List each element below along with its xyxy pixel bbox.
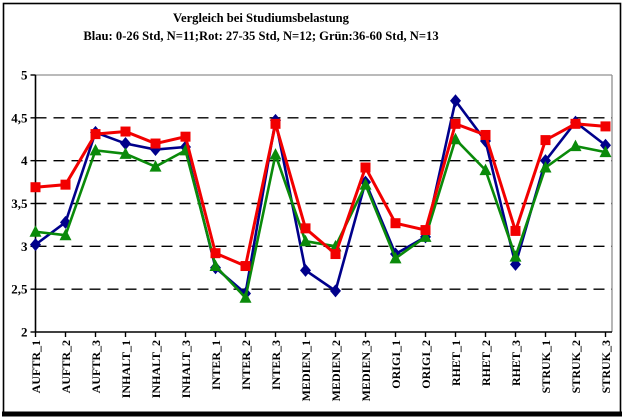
marker-diamond <box>450 94 461 108</box>
marker-triangle <box>479 163 492 176</box>
marker-triangle <box>89 143 102 156</box>
x-tick-label: INHALT_2 <box>149 340 163 398</box>
marker-triangle <box>389 251 402 264</box>
outer-border-bottom-bar <box>2 411 622 417</box>
marker-square <box>570 118 581 129</box>
marker-diamond <box>300 263 311 277</box>
marker-triangle <box>359 178 372 190</box>
marker-diamond <box>600 138 611 152</box>
marker-triangle <box>509 250 522 262</box>
x-tick-label: ORIGI_2 <box>419 340 433 389</box>
marker-square <box>90 129 101 140</box>
marker-diamond <box>120 137 131 151</box>
marker-square <box>30 182 41 193</box>
marker-triangle <box>59 228 72 241</box>
marker-triangle <box>449 132 462 145</box>
marker-triangle <box>599 145 612 158</box>
marker-triangle <box>239 291 252 303</box>
x-tick-label: STRUK_2 <box>569 340 583 393</box>
marker-square <box>210 248 221 259</box>
x-tick-label: RHET_1 <box>449 340 463 386</box>
x-tick-label: AUFTR_1 <box>29 340 43 393</box>
chart-subtitle: Blau: 0-26 Std, N=11;Rot: 27-35 Std, N=1… <box>83 29 438 43</box>
x-tick-label: STRUK_3 <box>599 340 613 393</box>
x-tick-label: AUFTR_3 <box>89 340 103 393</box>
marker-square <box>330 249 341 260</box>
x-tick-label: AUFTR_2 <box>59 340 73 393</box>
marker-square <box>450 118 461 129</box>
x-tick-label: RHET_3 <box>509 340 523 386</box>
marker-square <box>390 218 401 229</box>
x-tick-label: ORIGI_1 <box>389 340 403 389</box>
x-tick-label: RHET_2 <box>479 340 493 386</box>
x-tick-label: INHALT_1 <box>119 340 133 398</box>
x-tick-label: MEDIEN_2 <box>329 340 343 401</box>
x-tick-label: INHALT_3 <box>179 340 193 398</box>
marker-square <box>120 126 131 137</box>
marker-square <box>150 138 161 149</box>
y-tick-label: 5 <box>21 68 28 83</box>
marker-square <box>60 179 71 190</box>
marker-triangle <box>149 160 162 172</box>
x-tick-label: INTER_2 <box>239 340 253 390</box>
marker-square <box>540 135 551 146</box>
marker-triangle <box>299 234 312 247</box>
marker-diamond <box>30 238 41 252</box>
marker-triangle <box>419 230 432 242</box>
y-tick-label: 3 <box>21 239 28 254</box>
x-tick-label: INTER_3 <box>269 340 283 390</box>
marker-triangle <box>29 225 42 237</box>
marker-triangle <box>119 147 132 159</box>
marker-square <box>360 162 371 173</box>
marker-square <box>480 129 491 140</box>
plot-area: 2 2,5 3 3,5 4 4,5 5 AUFTR_1 AUFTR_2 AUFTR_3 INHALT… <box>11 68 613 402</box>
chart-title: Vergleich bei Studiumsbelastung <box>173 11 350 25</box>
marker-square <box>300 223 311 234</box>
marker-diamond <box>540 154 551 168</box>
y-tick-label: 4,5 <box>11 110 28 125</box>
marker-triangle <box>209 259 222 272</box>
marker-square <box>240 261 251 272</box>
y-tick-label: 2,5 <box>11 282 28 297</box>
marker-triangle <box>569 139 582 152</box>
y-tick-label: 2 <box>21 325 28 340</box>
x-tick-label: INTER_1 <box>209 340 223 390</box>
marker-triangle <box>269 148 282 160</box>
y-tick-label: 4 <box>21 153 28 168</box>
marker-triangle <box>539 161 552 173</box>
y-tick-label: 3,5 <box>11 196 28 211</box>
x-tick-label: MEDIEN_3 <box>359 340 373 401</box>
x-tick-label: MEDIEN_1 <box>299 340 313 401</box>
marker-diamond <box>330 284 341 298</box>
marker-square <box>510 225 521 236</box>
series-line-triangle <box>35 136 606 301</box>
marker-square <box>420 225 431 236</box>
marker-square <box>270 118 281 129</box>
marker-square <box>180 131 191 142</box>
marker-square <box>600 121 611 132</box>
x-tick-label: STRUK_1 <box>539 340 553 393</box>
